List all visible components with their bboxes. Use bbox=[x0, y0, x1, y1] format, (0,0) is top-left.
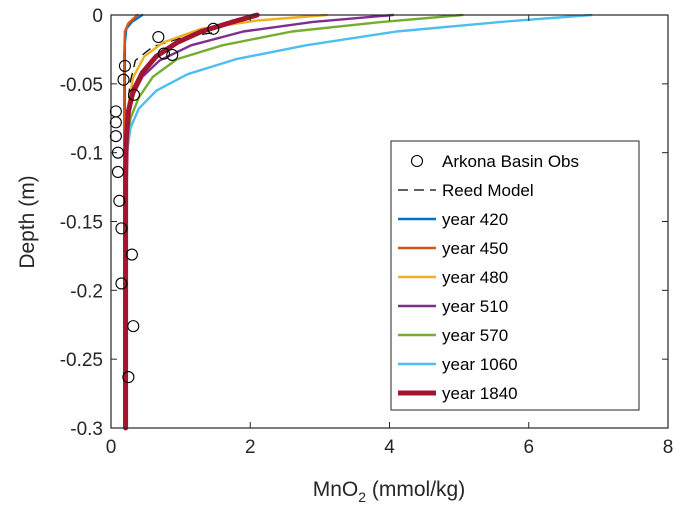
observation-point bbox=[127, 88, 141, 101]
observation-point bbox=[127, 320, 140, 333]
legend-label: year 450 bbox=[442, 239, 508, 258]
y-axis-label: Depth (m) bbox=[16, 175, 39, 268]
legend-label: Reed Model bbox=[442, 181, 534, 200]
observation-point bbox=[109, 105, 122, 118]
y-tick-label: -0.1 bbox=[70, 144, 103, 165]
observation-point bbox=[115, 222, 128, 235]
y-tick-label: -0.3 bbox=[70, 419, 103, 440]
legend-label: year 420 bbox=[442, 210, 508, 229]
observation-point bbox=[122, 371, 135, 384]
legend-label: year 480 bbox=[442, 268, 508, 287]
observation-point bbox=[115, 277, 128, 290]
y-tick-label: 0 bbox=[92, 6, 103, 27]
legend-items: Arkona Basin Obs Reed Model year 420 year 4… bbox=[398, 152, 579, 403]
x-axis-label: MnO2 (mmol/kg) bbox=[313, 478, 465, 505]
series-line-year-480 bbox=[124, 13, 328, 430]
observation-point bbox=[125, 248, 138, 261]
observation-point bbox=[152, 30, 165, 44]
series-line-year-1060 bbox=[125, 13, 593, 430]
y-tick-label: -0.2 bbox=[70, 281, 103, 302]
x-tick-label: 2 bbox=[245, 437, 256, 458]
observation-point bbox=[109, 116, 122, 129]
series-line-year-1840 bbox=[123, 12, 260, 431]
legend-label: year 570 bbox=[442, 326, 508, 345]
legend-marker-observations bbox=[410, 154, 424, 168]
legend: Arkona Basin Obs Reed Model year 420 year 4… bbox=[390, 140, 640, 411]
observation-point bbox=[109, 130, 122, 143]
x-tick-label: 4 bbox=[384, 437, 395, 458]
x-tick-label: 0 bbox=[106, 437, 117, 458]
observation-markers bbox=[109, 22, 220, 384]
x-axis-label-unit: (mmol/kg) bbox=[366, 478, 465, 501]
observation-point bbox=[118, 59, 131, 72]
legend-label: Arkona Basin Obs bbox=[442, 152, 579, 171]
legend-label: year 510 bbox=[442, 297, 508, 316]
observation-point bbox=[166, 48, 179, 61]
series-line-year-510 bbox=[124, 13, 395, 430]
legend-label: year 1840 bbox=[442, 384, 518, 403]
plot-lines bbox=[123, 12, 593, 431]
observation-point bbox=[207, 22, 220, 35]
observation-point bbox=[113, 194, 126, 207]
observation-point bbox=[157, 47, 170, 60]
legend-label: year 1060 bbox=[442, 355, 518, 374]
x-axis-label-subscript: 2 bbox=[358, 489, 366, 505]
x-axis-label-main: MnO bbox=[313, 478, 359, 501]
observation-point bbox=[117, 73, 130, 86]
y-tick-label: -0.25 bbox=[60, 350, 103, 371]
y-axis-ticks: 0 -0.05 -0.1 -0.15 -0.2 -0.25 -0.3 bbox=[60, 6, 668, 440]
x-axis-ticks: 0 2 4 6 8 bbox=[106, 15, 674, 458]
observation-point bbox=[111, 165, 125, 178]
y-tick-label: -0.05 bbox=[60, 75, 103, 96]
y-tick-label: -0.15 bbox=[60, 213, 103, 234]
x-tick-label: 8 bbox=[663, 437, 674, 458]
x-tick-label: 6 bbox=[523, 437, 534, 458]
